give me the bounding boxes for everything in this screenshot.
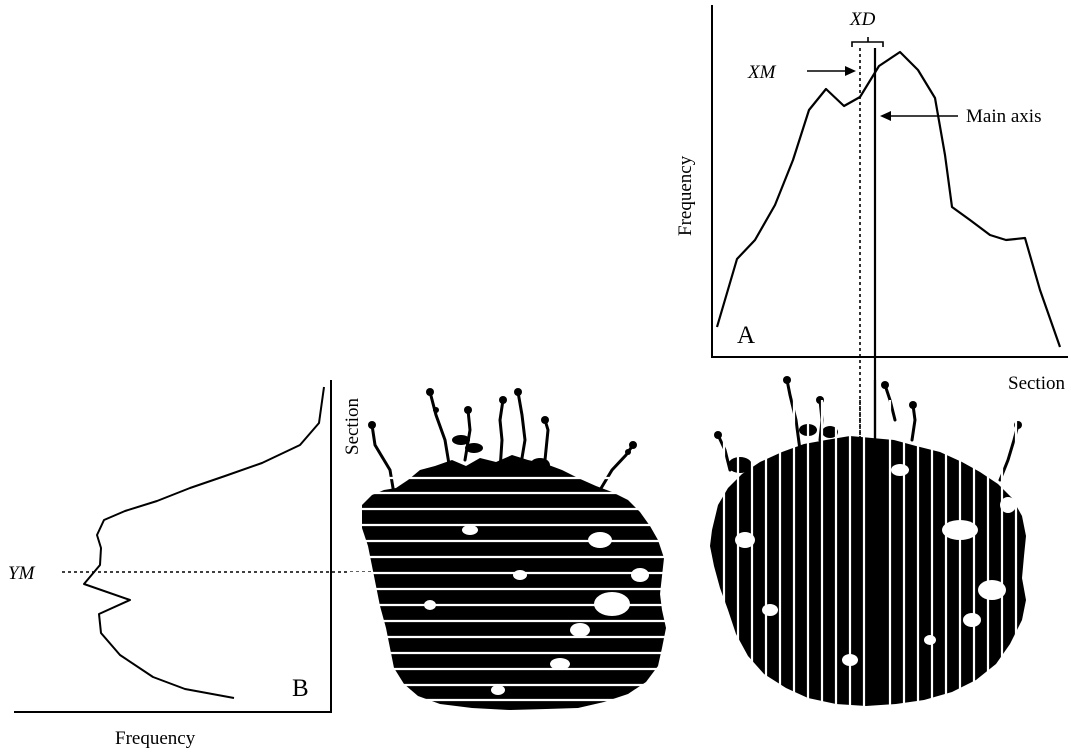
left-plant-canopy (362, 455, 666, 710)
plant-silhouette-vertical (710, 376, 1026, 715)
panel-a-y-axis-label: Frequency (675, 155, 696, 236)
panel-a-label: A (737, 322, 755, 349)
xd-brace (851, 37, 884, 47)
panel-b-frequency-curve (83, 386, 325, 699)
panel-a-x-axis-label: Section (1008, 373, 1065, 394)
left-plant-section-lines (350, 476, 680, 702)
xd-label: XD (849, 9, 876, 30)
right-plant-section-lines (722, 400, 1018, 715)
panel-b-x-axis-label: Frequency (115, 728, 196, 749)
main-axis-arrowhead (880, 111, 891, 121)
xm-label: XM (747, 62, 777, 83)
left-plant-stems (370, 390, 635, 502)
right-plant-canopy (710, 436, 1026, 706)
xm-arrowhead (845, 66, 856, 76)
panel-b-y-axis-label: Section (342, 398, 363, 455)
ym-label: YM (8, 563, 36, 584)
panel-b: B Frequency Section YM (8, 380, 373, 749)
main-axis-label: Main axis (966, 106, 1041, 127)
panel-b-label: B (292, 675, 309, 702)
panel-a: A Section Frequency XD XM Main axis (675, 5, 1068, 460)
panel-a-frequency-curve (715, 50, 1062, 348)
plant-silhouette-horizontal (350, 388, 680, 710)
